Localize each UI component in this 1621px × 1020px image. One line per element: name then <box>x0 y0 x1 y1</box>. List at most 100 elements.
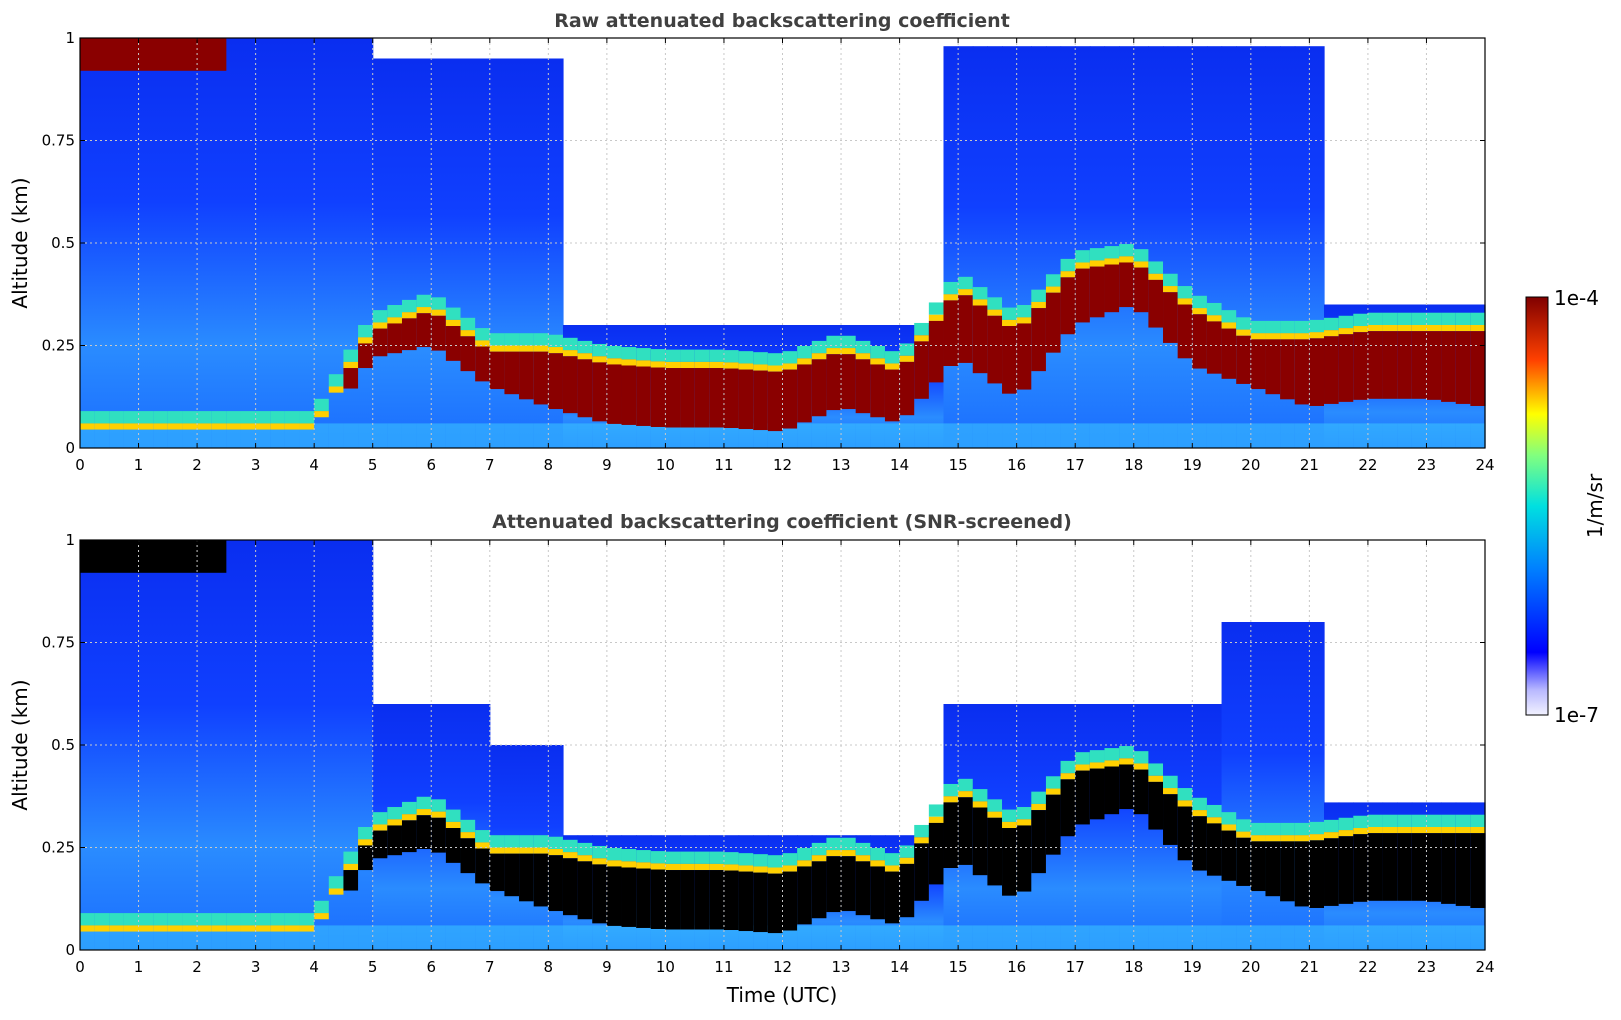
surface-layer <box>401 925 418 950</box>
layer-edge <box>1045 274 1062 287</box>
surface-layer <box>372 925 388 950</box>
x-tick-label: 23 <box>1417 958 1436 976</box>
surface-layer <box>811 925 828 950</box>
surface-layer <box>811 423 828 448</box>
cloud-layer <box>606 364 623 424</box>
layer-edge <box>1382 827 1398 834</box>
cloud-layer <box>782 369 798 429</box>
layer-edge <box>475 340 491 347</box>
layer-edge <box>123 423 140 430</box>
surface-layer <box>1060 423 1076 448</box>
layer-edge <box>1367 814 1384 827</box>
layer-edge <box>650 863 667 870</box>
surface-layer <box>958 925 974 950</box>
surface-layer <box>738 423 754 448</box>
x-tick-label: 22 <box>1358 958 1377 976</box>
layer-edge <box>343 361 359 369</box>
cloud-layer <box>1163 292 1179 343</box>
signal-column <box>1133 46 1149 448</box>
cloud-layer <box>636 868 652 928</box>
x-axis-label: Time (UTC) <box>726 983 838 1007</box>
layer-edge <box>475 842 491 849</box>
x-tick-label: 24 <box>1475 958 1494 976</box>
surface-layer <box>1382 925 1398 950</box>
cloud-layer <box>621 867 637 927</box>
layer-edge <box>460 832 476 839</box>
layer-edge <box>972 789 988 802</box>
layer-edge <box>636 850 652 863</box>
layer-edge <box>387 819 403 826</box>
signal-column <box>387 58 403 448</box>
cloud-layer <box>1250 841 1267 892</box>
surface-layer <box>562 423 579 448</box>
cloud-layer <box>665 368 681 428</box>
panel-screened: Attenuated backscattering coefficient (S… <box>8 511 1495 1007</box>
layer-edge <box>782 853 798 866</box>
layer-edge <box>1206 302 1223 316</box>
surface-layer <box>1367 925 1384 950</box>
surface-layer <box>445 925 462 950</box>
signal-column <box>211 540 227 950</box>
layer-edge <box>1236 317 1252 330</box>
layer-edge <box>138 423 154 430</box>
signal-column <box>416 58 432 448</box>
signal-column <box>1104 704 1120 950</box>
layer-edge <box>621 849 637 862</box>
cloud-layer <box>343 870 359 891</box>
layer-edge <box>811 842 828 856</box>
surface-layer <box>621 423 637 448</box>
layer-edge <box>1411 325 1428 332</box>
layer-edge <box>401 814 418 821</box>
surface-layer <box>1382 423 1398 448</box>
x-tick-label: 14 <box>890 456 909 474</box>
cloud-layer <box>797 866 813 925</box>
layer-edge <box>928 816 945 823</box>
y-tick-label: 0.25 <box>42 839 75 857</box>
layer-edge <box>621 861 637 868</box>
layer-edge <box>767 867 784 874</box>
y-tick-label: 0.75 <box>42 634 75 652</box>
surface-layer <box>606 423 623 448</box>
layer-edge <box>577 340 593 354</box>
surface-layer <box>1353 925 1369 950</box>
signal-column <box>226 38 242 448</box>
layer-edge <box>358 325 374 338</box>
layer-edge <box>519 345 535 352</box>
surface-layer <box>709 423 725 448</box>
surface-layer <box>636 423 652 448</box>
layer-edge <box>372 310 388 323</box>
layer-edge <box>1397 814 1413 827</box>
surface-layer <box>314 423 330 448</box>
signal-column <box>1221 622 1237 950</box>
cloud-layer <box>387 825 403 856</box>
layer-edge <box>1353 326 1369 333</box>
cloud-layer <box>870 866 886 920</box>
layer-edge <box>197 913 213 926</box>
x-tick-label: 18 <box>1124 456 1143 474</box>
cloud-layer <box>1455 833 1471 906</box>
cloud-layer <box>1104 264 1120 313</box>
layer-edge <box>592 845 608 859</box>
cloud-layer <box>1265 339 1281 395</box>
layer-edge <box>899 343 915 356</box>
layer-edge <box>1206 817 1223 824</box>
x-tick-label: 19 <box>1183 958 1202 976</box>
x-tick-label: 15 <box>949 456 968 474</box>
layer-edge <box>226 925 242 932</box>
layer-edge <box>606 848 623 861</box>
layer-edge <box>387 317 403 324</box>
layer-edge <box>153 925 169 932</box>
x-axis: 0 1 2 3 4 5 6 7 8 9 10 11 12 13 14 15 16 17 18 19 20 21 22 23 24 <box>75 38 1495 474</box>
layer-edge <box>694 863 710 871</box>
layer-edge <box>972 801 988 808</box>
surface-layer <box>1133 423 1149 448</box>
layer-edge <box>343 851 359 864</box>
layer-edge <box>899 845 915 858</box>
layer-edge <box>1192 308 1208 315</box>
layer-edge <box>255 411 271 424</box>
cloud-layer <box>475 848 491 884</box>
layer-edge <box>1294 822 1310 836</box>
surface-layer <box>1206 925 1223 950</box>
surface-layer <box>914 925 930 950</box>
layer-edge <box>475 830 491 843</box>
